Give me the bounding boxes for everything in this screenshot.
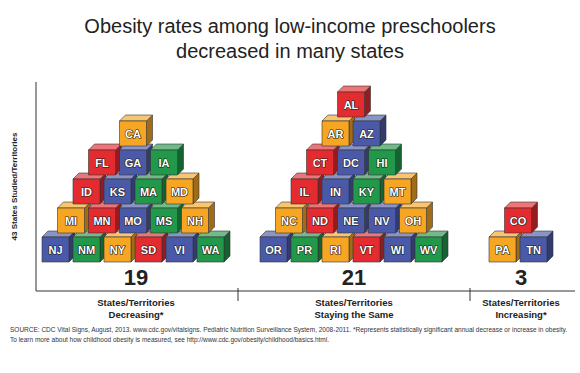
svg-text:Decreasing*: Decreasing* bbox=[109, 309, 164, 320]
svg-text:MD: MD bbox=[171, 186, 188, 198]
svg-text:OH: OH bbox=[405, 215, 422, 227]
svg-text:VT: VT bbox=[359, 244, 373, 256]
svg-text:IN: IN bbox=[330, 186, 341, 198]
svg-text:WV: WV bbox=[420, 244, 438, 256]
svg-text:TN: TN bbox=[526, 244, 541, 256]
svg-text:NC: NC bbox=[281, 215, 297, 227]
svg-text:CO: CO bbox=[510, 215, 527, 227]
svg-text:SOURCE: CDC Vital Signs, Augus: SOURCE: CDC Vital Signs, August, 2013. w… bbox=[10, 326, 567, 334]
svg-text:RI: RI bbox=[330, 244, 341, 256]
svg-text:NE: NE bbox=[343, 215, 358, 227]
svg-text:MT: MT bbox=[390, 186, 406, 198]
svg-text:WA: WA bbox=[202, 244, 220, 256]
svg-text:21: 21 bbox=[342, 265, 366, 290]
svg-text:MA: MA bbox=[140, 186, 157, 198]
svg-text:PR: PR bbox=[297, 244, 312, 256]
svg-text:Increasing*: Increasing* bbox=[495, 309, 547, 320]
svg-text:NM: NM bbox=[78, 244, 95, 256]
svg-text:19: 19 bbox=[124, 265, 148, 290]
svg-text:WI: WI bbox=[391, 244, 404, 256]
svg-text:CA: CA bbox=[125, 128, 141, 140]
svg-text:AR: AR bbox=[328, 128, 344, 140]
svg-text:VI: VI bbox=[174, 244, 184, 256]
svg-text:SD: SD bbox=[141, 244, 156, 256]
svg-text:MS: MS bbox=[156, 215, 173, 227]
svg-text:CT: CT bbox=[313, 157, 328, 169]
svg-text:NH: NH bbox=[187, 215, 203, 227]
svg-text:AL: AL bbox=[344, 99, 359, 111]
svg-text:MN: MN bbox=[93, 215, 110, 227]
svg-text:PA: PA bbox=[495, 244, 510, 256]
svg-text:MI: MI bbox=[65, 215, 77, 227]
svg-text:NY: NY bbox=[110, 244, 126, 256]
svg-text:MO: MO bbox=[124, 215, 142, 227]
svg-text:AZ: AZ bbox=[359, 128, 374, 140]
svg-text:OR: OR bbox=[265, 244, 282, 256]
svg-text:ID: ID bbox=[81, 186, 92, 198]
svg-text:KS: KS bbox=[110, 186, 125, 198]
svg-text:IA: IA bbox=[159, 157, 170, 169]
svg-text:43 States Studied/Territories: 43 States Studied/Territories bbox=[10, 132, 19, 240]
svg-text:NJ: NJ bbox=[48, 244, 62, 256]
svg-text:FL: FL bbox=[95, 157, 109, 169]
svg-text:DC: DC bbox=[343, 157, 359, 169]
svg-text:Obesity rates among low-income: Obesity rates among low-income preschool… bbox=[84, 15, 495, 37]
svg-text:States/Territories: States/Territories bbox=[482, 297, 559, 308]
svg-text:To learn more about how childh: To learn more about how childhood obesit… bbox=[10, 336, 329, 344]
svg-text:KY: KY bbox=[359, 186, 375, 198]
svg-text:NV: NV bbox=[374, 215, 390, 227]
svg-text:States/Territories: States/Territories bbox=[315, 297, 392, 308]
svg-text:GA: GA bbox=[125, 157, 142, 169]
svg-text:IL: IL bbox=[300, 186, 310, 198]
svg-text:3: 3 bbox=[515, 265, 527, 290]
svg-text:HI: HI bbox=[377, 157, 388, 169]
svg-text:ND: ND bbox=[312, 215, 328, 227]
svg-text:decreased in many states: decreased in many states bbox=[176, 40, 404, 62]
svg-text:Staying the Same: Staying the Same bbox=[314, 309, 393, 320]
svg-text:States/Territories: States/Territories bbox=[97, 297, 174, 308]
